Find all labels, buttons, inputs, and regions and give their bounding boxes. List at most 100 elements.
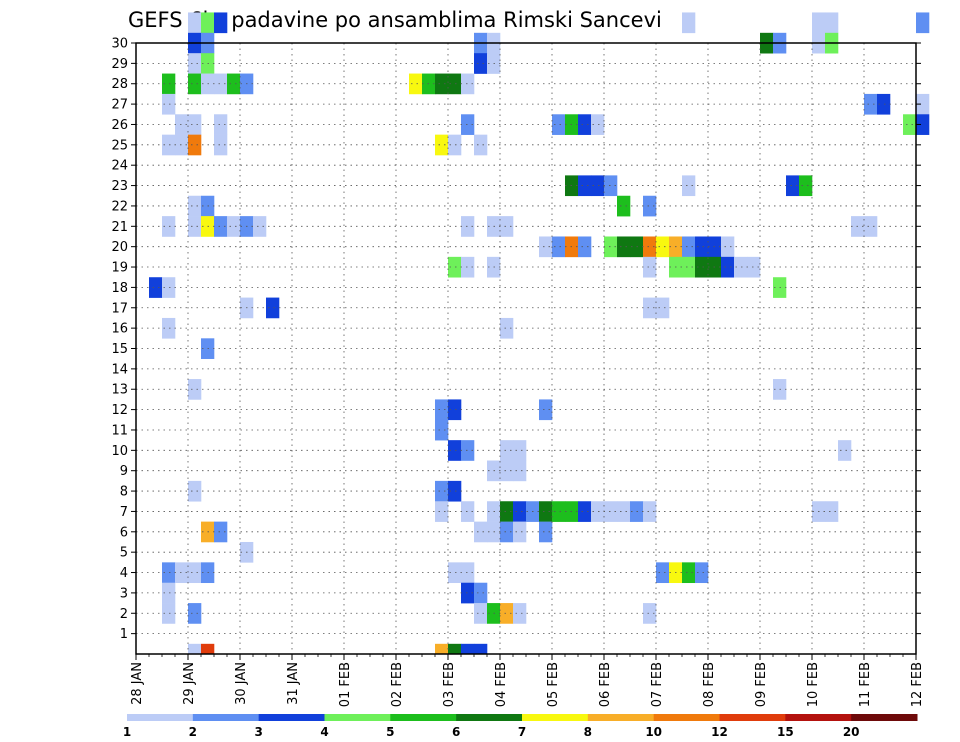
heatmap-cell [214,12,228,34]
heatmap-cell [188,562,202,584]
heatmap-cell [435,501,449,522]
heatmap-cell [734,256,748,278]
heatmap-cell [474,134,488,156]
y-tick-label: 14 [111,362,128,377]
x-tick-label: 09 FEB [754,662,769,707]
heatmap-cell [500,501,514,522]
y-tick-label: 3 [120,586,128,601]
legend-label: 7 [518,725,526,739]
heatmap-cell [877,93,891,115]
heatmap-cell [162,277,176,298]
heatmap-cell [604,175,618,197]
y-tick-label: 22 [111,199,128,214]
legend-label: 8 [584,725,592,739]
heatmap-cell [188,134,202,156]
heatmap-cell [409,73,423,95]
legend-swatch [456,714,523,721]
legend-label: 3 [254,725,262,739]
heatmap-cell [552,114,566,135]
heatmap-cell [162,582,176,604]
y-tick-label: 25 [111,138,128,153]
heatmap-cell [461,582,475,604]
y-tick-label: 6 [120,525,128,540]
heatmap-cell [695,562,709,584]
x-tick-label: 02 FEB [390,662,405,707]
heatmap-cell [812,12,826,34]
heatmap-cell [799,175,813,197]
heatmap-cell [682,562,696,584]
heatmap-cell [461,114,475,135]
x-tick-label: 29 JAN [182,662,197,705]
heatmap-cell [162,317,176,339]
heatmap-cell [513,460,527,482]
y-tick-label: 7 [120,505,128,520]
heatmap-cell [448,256,462,278]
heatmap-cell [201,643,215,655]
heatmap-cell [435,134,449,156]
heatmap-cell [656,297,670,319]
legend-swatch [324,714,391,721]
y-tick-label: 20 [111,240,128,255]
heatmap-cell [643,297,657,319]
heatmap-cell [188,603,202,624]
heatmap-cell [149,277,163,298]
grid-lines [136,43,916,654]
heatmap-cell [175,134,189,156]
heatmap-cell [474,53,488,74]
x-tick-label: 10 FEB [806,662,821,707]
y-tick-label: 28 [111,77,128,92]
heatmap-cell [461,73,475,95]
heatmap-cell [448,480,462,502]
heatmap-cell [175,114,189,135]
heatmap-cell [591,114,605,135]
heatmap-cell [617,236,631,258]
heatmap-cell [916,93,930,115]
y-tick-label: 21 [111,220,128,235]
y-tick-label: 19 [111,261,128,276]
heatmap-cell [188,12,202,34]
heatmap-cell [188,195,202,217]
x-tick-label: 06 FEB [598,662,613,707]
heatmap-cell [461,256,475,278]
heatmap-cell [500,460,514,482]
heatmap-cell [162,134,176,156]
heatmap-cell [435,480,449,502]
heatmap-cell [500,603,514,624]
legend-swatch [587,714,655,721]
heatmap-cell [461,562,475,584]
heatmap-cell [513,603,527,624]
legend-swatch [192,714,260,721]
heatmap-cell [682,256,696,278]
heatmap-cell [721,236,735,258]
y-tick-label: 1 [120,627,128,642]
heatmap-cell [643,603,657,624]
heatmap-cell [864,93,878,115]
heatmap-cell [500,440,514,461]
heatmap-cell [188,379,202,400]
y-tick-label: 5 [120,546,128,561]
y-tick-label: 26 [111,118,128,133]
y-tick-label: 18 [111,281,128,296]
y-tick-label: 4 [120,566,128,581]
y-tick-label: 27 [111,98,128,113]
heatmap-cell [786,175,800,197]
heatmap-cell [162,562,176,584]
legend-swatch [390,714,457,721]
heatmap-cell [435,643,449,655]
y-tick-label: 8 [120,485,128,500]
heatmap-cell [513,521,527,543]
heatmap-cell [539,501,553,522]
heatmap-cell [864,216,878,237]
heatmap-cell [643,195,657,217]
x-tick-label: 08 FEB [702,662,717,707]
heatmap-cell [656,236,670,258]
y-tick-label: 16 [111,322,128,337]
x-tick-label: 28 JAN [130,662,145,705]
heatmap-cell [838,440,852,461]
heatmap-cell [578,175,592,197]
legend-label: 10 [645,725,662,739]
heatmap-cell [682,12,696,34]
heatmap-cell [695,236,709,258]
heatmap-cell [539,236,553,258]
heatmap-cell [656,562,670,584]
